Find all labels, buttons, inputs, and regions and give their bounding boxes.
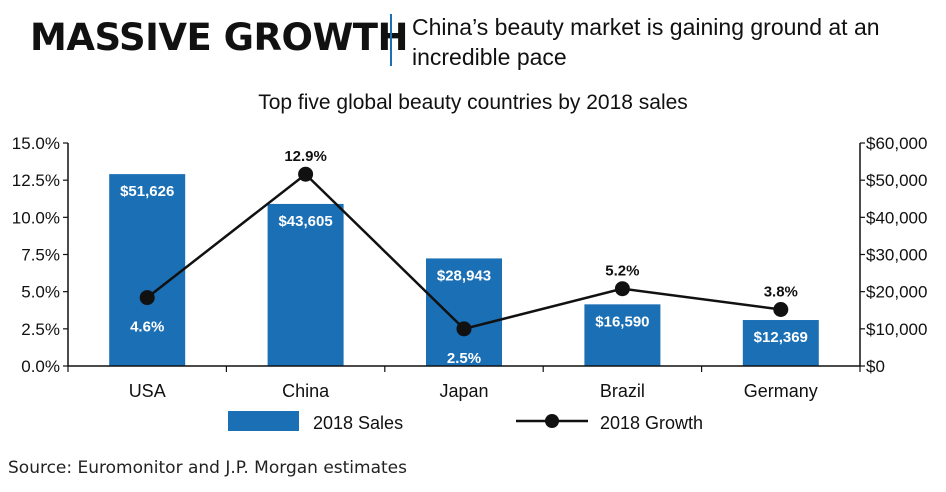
growth-point-label: 2.5% — [447, 350, 481, 367]
left-tick-label: 5.0% — [21, 283, 60, 302]
growth-point — [614, 281, 630, 297]
combo-chart: Top five global beauty countries by 2018… — [12, 91, 928, 433]
left-tick-label: 7.5% — [21, 246, 60, 265]
right-tick-label: $10,000 — [866, 320, 927, 339]
headline: MASSIVE GROWTH — [30, 16, 408, 59]
sales-bar-label: $12,369 — [754, 329, 808, 346]
growth-point-label: 4.6% — [130, 319, 164, 336]
growth-point-label: 3.8% — [764, 284, 798, 301]
right-tick-label: $50,000 — [866, 171, 927, 190]
header-divider — [390, 14, 392, 66]
left-tick-label: 2.5% — [21, 320, 60, 339]
left-tick-label: 12.5% — [12, 171, 60, 190]
left-tick-label: 10.0% — [12, 208, 60, 227]
legend-label-sales: 2018 Sales — [313, 413, 403, 433]
growth-point — [139, 290, 155, 306]
sales-bar — [426, 258, 502, 366]
left-tick-label: 0.0% — [21, 357, 60, 376]
growth-point — [773, 302, 789, 318]
subheadline: China’s beauty market is gaining ground … — [412, 14, 880, 70]
chart-container: Top five global beauty countries by 2018… — [0, 80, 946, 460]
right-tick-label: $20,000 — [866, 283, 927, 302]
sales-bar-label: $43,605 — [278, 213, 332, 230]
x-tick-label: USA — [129, 381, 166, 401]
sales-bar — [742, 320, 819, 366]
growth-point-label: 12.9% — [284, 148, 327, 165]
sales-bar-label: $51,626 — [120, 183, 174, 200]
x-tick-label: Germany — [744, 381, 818, 401]
sales-bar — [584, 304, 661, 366]
growth-point-label: 5.2% — [605, 263, 639, 280]
legend-marker-growth — [545, 414, 559, 428]
growth-point — [456, 321, 472, 337]
right-tick-label: $0 — [866, 357, 885, 376]
chart-title: Top five global beauty countries by 2018… — [258, 91, 688, 114]
sales-bar — [109, 174, 186, 366]
sales-bar-label: $28,943 — [437, 267, 491, 284]
growth-point — [298, 166, 314, 182]
right-tick-label: $40,000 — [866, 208, 927, 227]
legend-swatch-sales — [228, 411, 299, 431]
x-tick-label: Japan — [439, 381, 488, 401]
right-tick-label: $30,000 — [866, 246, 927, 265]
sales-bar — [267, 203, 344, 366]
x-tick-label: Brazil — [600, 381, 645, 401]
legend-label-growth: 2018 Growth — [600, 413, 703, 433]
source-note: Source: Euromonitor and J.P. Morgan esti… — [8, 458, 407, 478]
right-tick-label: $60,000 — [866, 134, 927, 153]
sales-bar-label: $16,590 — [595, 313, 649, 330]
left-tick-label: 15.0% — [12, 134, 60, 153]
x-tick-label: China — [282, 381, 330, 401]
